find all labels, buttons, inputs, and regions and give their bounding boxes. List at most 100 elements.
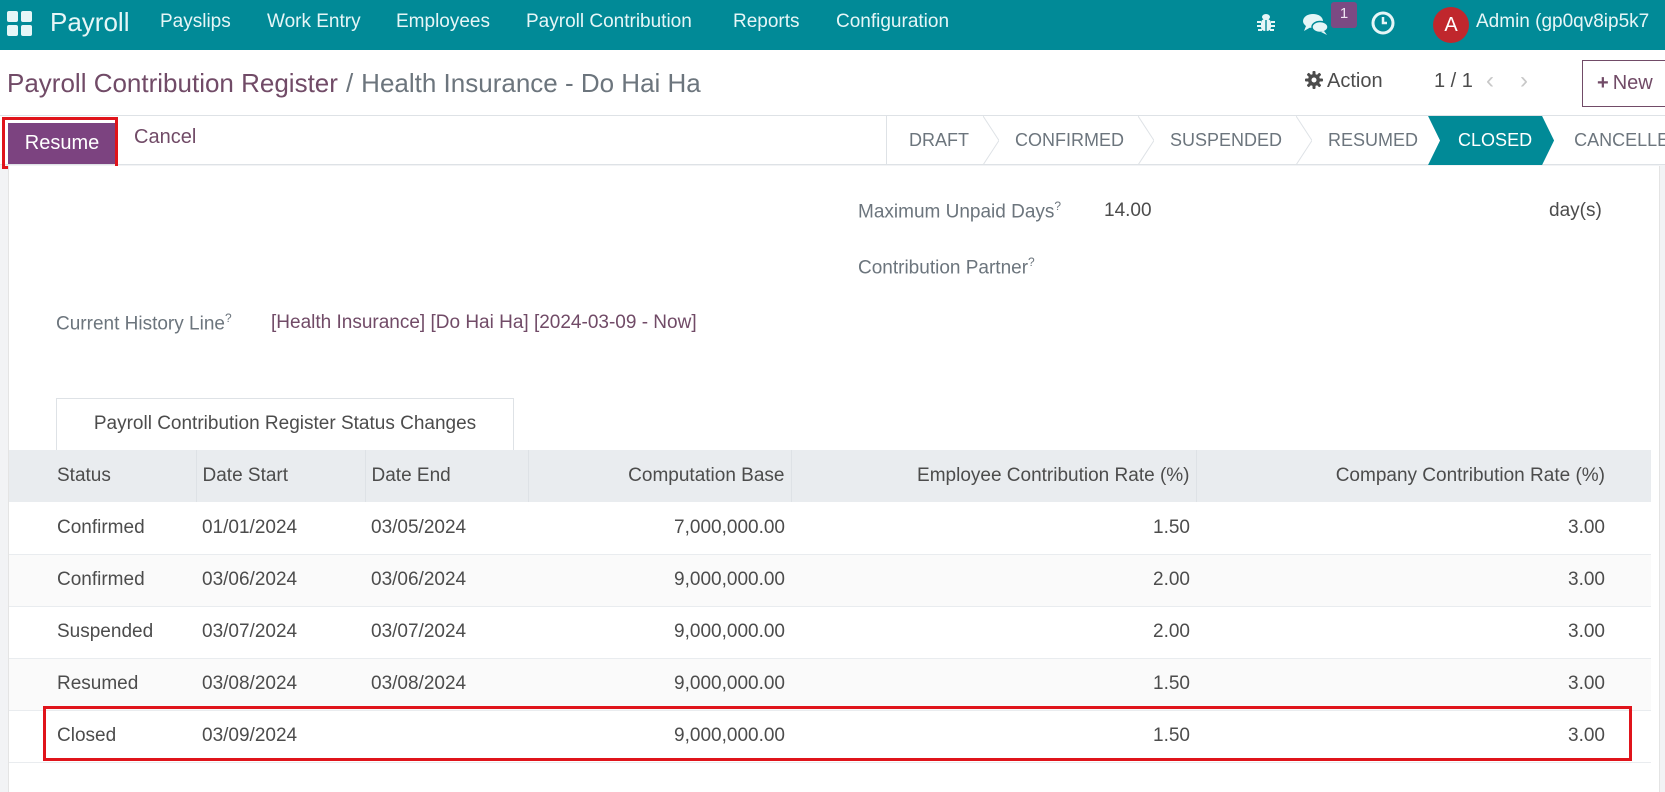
breadcrumb-parent[interactable]: Payroll Contribution Register bbox=[7, 68, 338, 98]
status-resumed[interactable]: RESUMED bbox=[1304, 116, 1436, 165]
action-label: Action bbox=[1327, 70, 1383, 92]
menu-payroll-contribution[interactable]: Payroll Contribution bbox=[526, 11, 692, 32]
chevron-left-icon[interactable]: ‹ bbox=[1486, 67, 1494, 94]
menu-configuration[interactable]: Configuration bbox=[836, 11, 950, 32]
status-label: CANCELLED bbox=[1574, 130, 1665, 150]
cell-company-rate: 3.00 bbox=[1196, 502, 1651, 555]
cell-status: Confirmed bbox=[9, 554, 196, 607]
cell-date-end: 03/07/2024 bbox=[365, 606, 528, 659]
table-row[interactable]: Confirmed 03/06/2024 03/06/2024 9,000,00… bbox=[9, 554, 1651, 607]
cell-date-end: 03/05/2024 bbox=[365, 502, 528, 555]
column-header-employee-rate[interactable]: Employee Contribution Rate (%) bbox=[791, 450, 1197, 502]
max-unpaid-days-unit: day(s) bbox=[1549, 200, 1602, 221]
menu-reports[interactable]: Reports bbox=[733, 11, 800, 32]
action-button[interactable]: Action bbox=[1305, 70, 1383, 95]
apps-grid-icon[interactable] bbox=[7, 11, 32, 36]
max-unpaid-days-label: Maximum Unpaid Days? bbox=[858, 199, 1062, 223]
breadcrumb-separator: / bbox=[345, 68, 354, 98]
column-header-computation-base[interactable]: Computation Base bbox=[528, 450, 792, 502]
column-header-date-start[interactable]: Date Start bbox=[196, 450, 366, 502]
gear-icon bbox=[1305, 71, 1323, 95]
column-header-company-rate[interactable]: Company Contribution Rate (%) bbox=[1196, 450, 1651, 502]
status-draft[interactable]: DRAFT bbox=[887, 116, 999, 165]
cell-company-rate: 3.00 bbox=[1196, 658, 1651, 711]
avatar[interactable]: A bbox=[1433, 7, 1469, 43]
cell-date-start: 01/01/2024 bbox=[196, 502, 365, 555]
cell-employee-rate: 1.50 bbox=[791, 502, 1196, 555]
cell-company-rate: 3.00 bbox=[1196, 554, 1651, 607]
cell-computation-base: 7,000,000.00 bbox=[528, 502, 791, 555]
status-label: RESUMED bbox=[1328, 130, 1419, 150]
cell-employee-rate: 1.50 bbox=[791, 658, 1196, 711]
current-history-line-link[interactable]: [Health Insurance] [Do Hai Ha] [2024-03-… bbox=[271, 312, 697, 333]
cell-computation-base: 9,000,000.00 bbox=[528, 710, 791, 763]
status-suspended[interactable]: SUSPENDED bbox=[1146, 116, 1313, 165]
cell-date-end: 03/06/2024 bbox=[365, 554, 528, 607]
user-menu[interactable]: Admin (gp0qv8ip5k7 bbox=[1476, 11, 1650, 32]
table-row-closed[interactable]: Closed 03/09/2024 9,000,000.00 1.50 3.00 bbox=[9, 710, 1651, 763]
plus-icon: + bbox=[1597, 72, 1609, 94]
column-header-date-end[interactable]: Date End bbox=[365, 450, 529, 502]
status-cancelled[interactable]: CANCELLED bbox=[1554, 116, 1665, 165]
control-panel: Payroll Contribution Register / Health Ins… bbox=[0, 50, 1665, 169]
cell-status: Resumed bbox=[9, 658, 196, 711]
help-icon[interactable]: ? bbox=[224, 311, 232, 325]
chevron-separator bbox=[1296, 116, 1313, 165]
cancel-button[interactable]: Cancel bbox=[134, 126, 197, 148]
messages-badge: 1 bbox=[1331, 2, 1357, 28]
cell-computation-base: 9,000,000.00 bbox=[528, 554, 791, 607]
table-row[interactable]: Suspended 03/07/2024 03/07/2024 9,000,00… bbox=[9, 606, 1651, 659]
cell-date-start: 03/09/2024 bbox=[196, 710, 365, 763]
cell-employee-rate: 2.00 bbox=[791, 606, 1196, 659]
bug-icon[interactable] bbox=[1256, 12, 1276, 40]
breadcrumb: Payroll Contribution Register / Health Ins… bbox=[7, 68, 701, 99]
cell-status: Suspended bbox=[9, 606, 196, 659]
cell-status: Closed bbox=[9, 710, 196, 763]
max-unpaid-days-value[interactable]: 14.00 bbox=[1104, 200, 1152, 221]
contribution-partner-field[interactable] bbox=[1104, 255, 1404, 279]
table-row[interactable]: Confirmed 01/01/2024 03/05/2024 7,000,00… bbox=[9, 502, 1651, 555]
status-label: CONFIRMED bbox=[1015, 130, 1124, 150]
cell-employee-rate: 1.50 bbox=[791, 710, 1196, 763]
status-label: DRAFT bbox=[909, 130, 969, 150]
status-confirmed[interactable]: CONFIRMED bbox=[991, 116, 1154, 165]
help-icon[interactable]: ? bbox=[1028, 255, 1035, 269]
cell-computation-base: 9,000,000.00 bbox=[528, 658, 791, 711]
new-label: New bbox=[1612, 72, 1653, 94]
cell-computation-base: 9,000,000.00 bbox=[528, 606, 791, 659]
form-sheet: Maximum Unpaid Days? 14.00 day(s) Contri… bbox=[8, 166, 1660, 792]
chevron-separator bbox=[1138, 116, 1154, 165]
cell-date-end bbox=[365, 710, 528, 763]
menu-employees[interactable]: Employees bbox=[396, 11, 490, 32]
table-header-row: Status Date Start Date End Computation B… bbox=[9, 450, 1651, 502]
table-row[interactable]: Resumed 03/08/2024 03/08/2024 9,000,000.… bbox=[9, 658, 1651, 711]
statusbar: DRAFT CONFIRMED SUSPENDED RESUMED CLOSED… bbox=[886, 116, 1665, 165]
cell-date-start: 03/07/2024 bbox=[196, 606, 365, 659]
menu-work-entry[interactable]: Work Entry bbox=[267, 11, 361, 32]
menu-payslips[interactable]: Payslips bbox=[160, 11, 231, 32]
divider bbox=[0, 115, 1665, 116]
status-closed[interactable]: CLOSED bbox=[1428, 116, 1554, 165]
new-button[interactable]: + New bbox=[1582, 60, 1665, 107]
chevron-separator bbox=[983, 116, 999, 165]
cell-date-start: 03/06/2024 bbox=[196, 554, 365, 607]
help-icon[interactable]: ? bbox=[1054, 199, 1062, 213]
tab-status-changes[interactable]: Payroll Contribution Register Status Cha… bbox=[56, 398, 514, 450]
status-changes-table: Status Date Start Date End Computation B… bbox=[9, 450, 1651, 763]
cell-company-rate: 3.00 bbox=[1196, 606, 1651, 659]
current-history-line-label: Current History Line? bbox=[56, 311, 232, 335]
clock-icon[interactable] bbox=[1371, 11, 1395, 41]
top-navbar: Payroll Payslips Work Entry Employees Pa… bbox=[0, 0, 1665, 50]
cell-employee-rate: 2.00 bbox=[791, 554, 1196, 607]
pager-value[interactable]: 1 / 1 bbox=[1434, 70, 1473, 92]
contribution-partner-label: Contribution Partner? bbox=[858, 255, 1035, 279]
app-brand[interactable]: Payroll bbox=[50, 7, 130, 37]
column-header-status[interactable]: Status bbox=[9, 450, 197, 502]
chevron-right-icon[interactable]: › bbox=[1520, 67, 1528, 94]
status-label: CLOSED bbox=[1458, 130, 1533, 150]
chat-icon[interactable] bbox=[1302, 12, 1330, 42]
cell-status: Confirmed bbox=[9, 502, 196, 555]
resume-button[interactable]: Resume bbox=[8, 123, 116, 164]
breadcrumb-current: Health Insurance - Do Hai Ha bbox=[361, 68, 701, 98]
cell-company-rate: 3.00 bbox=[1196, 710, 1651, 763]
